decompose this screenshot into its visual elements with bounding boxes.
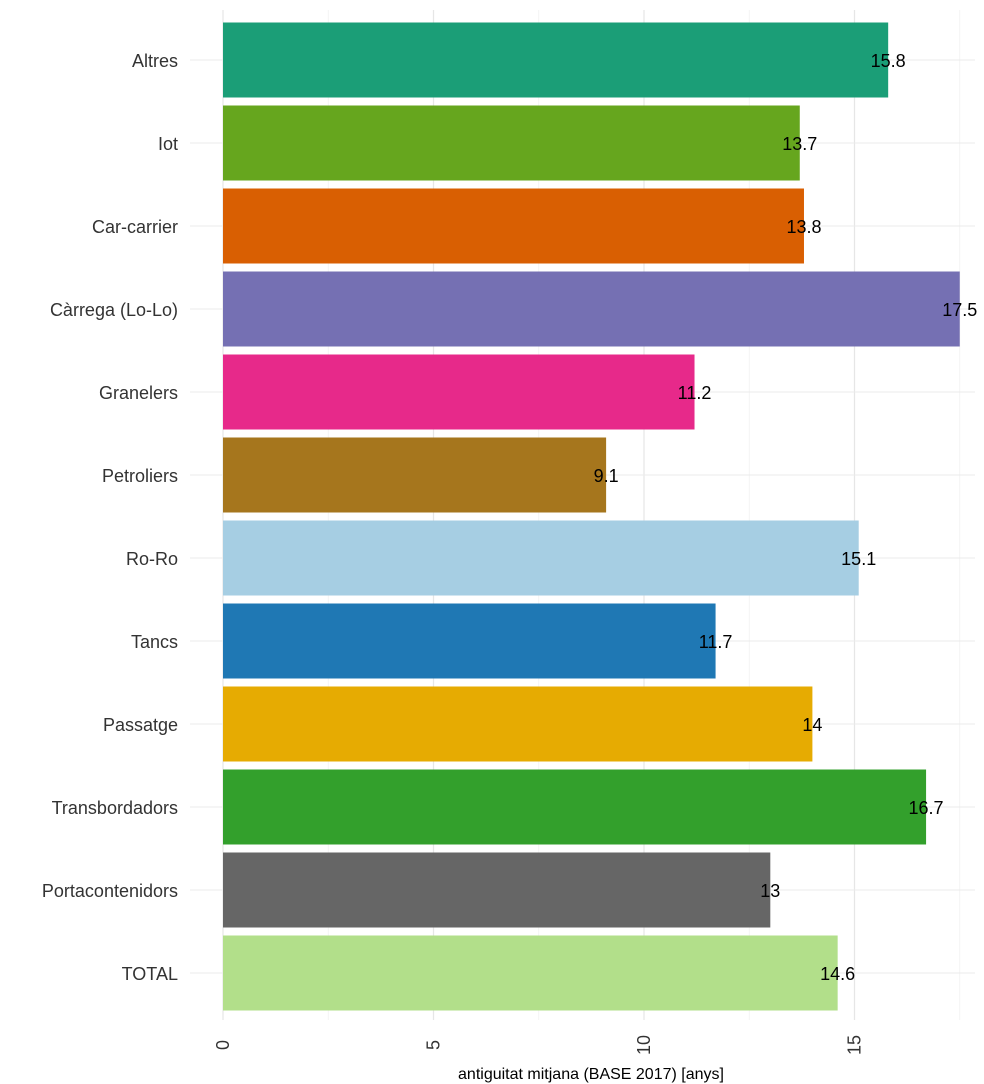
bar [223,852,771,928]
data-label: 13.7 [782,134,817,154]
data-label: 13 [760,881,780,901]
category-label: Iot [158,134,178,154]
bar [223,686,813,762]
data-label: 11.7 [699,632,733,652]
bar [223,935,838,1011]
category-label: Ro-Ro [126,549,178,569]
bar [223,520,859,596]
category-label: Portacontenidors [42,881,178,901]
x-tick-label: 0 [213,1040,233,1050]
category-label: Tancs [131,632,178,652]
category-label: Altres [132,51,178,71]
category-label: Transbordadors [52,798,178,818]
category-label: Granelers [99,383,178,403]
bar [223,271,960,347]
category-label: Passatge [103,715,178,735]
bar [223,22,889,98]
data-label: 14 [802,715,822,735]
bar [223,354,695,430]
data-label: 9.1 [594,466,619,486]
bar [223,769,927,845]
category-label: TOTAL [122,964,178,984]
bar [223,188,804,264]
data-label: 17.5 [942,300,977,320]
x-tick-label: 15 [845,1035,865,1055]
x-axis-title: antiguitat mitjana (BASE 2017) [anys] [458,1066,724,1083]
category-label: Càrrega (Lo-Lo) [50,300,178,320]
category-labels: Altres Iot Car-carrier Càrrega (Lo-Lo) Grane… [42,51,178,984]
data-label: 14.6 [820,964,855,984]
bar [223,437,607,513]
data-labels: 15.8 13.7 13.8 17.5 11.2 9.1 15.1 11.7 14 16.7 13 1… [594,51,978,984]
x-tick-labels: 0 5 10 15 [213,1035,865,1055]
x-tick-label: 10 [634,1035,654,1055]
bars [223,22,960,1011]
data-label: 15.1 [841,549,876,569]
data-label: 13.8 [786,217,821,237]
bar [223,603,716,679]
category-label: Petroliers [102,466,178,486]
x-tick-label: 5 [424,1040,444,1050]
data-label: 16.7 [909,798,944,818]
category-label: Car-carrier [92,217,178,237]
data-label: 11.2 [678,383,712,403]
data-label: 15.8 [871,51,906,71]
bar [223,105,800,181]
